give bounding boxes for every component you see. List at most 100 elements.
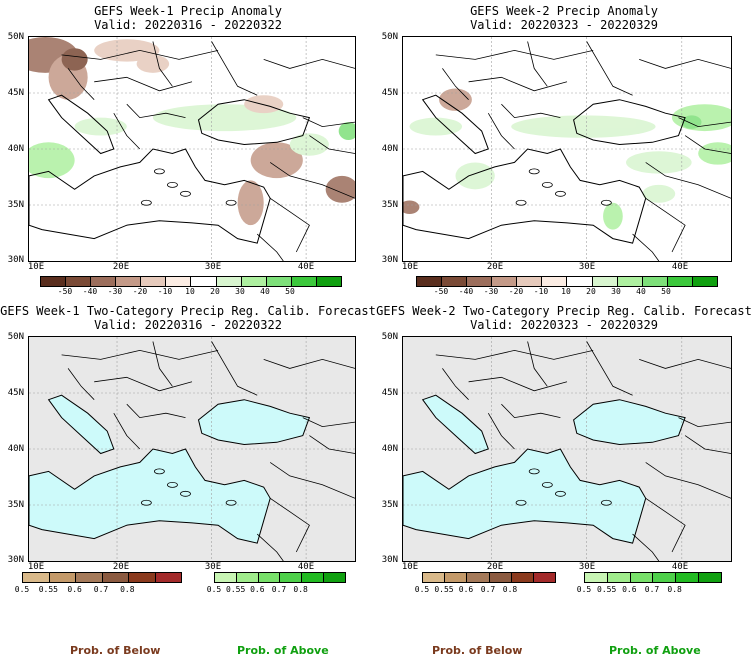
above-colorbar-ticks: 0.5 0.55 0.6 0.7 0.8 [577,585,720,595]
country-borders [435,341,731,561]
country-border [468,376,568,392]
lon-label: 10E [27,262,45,272]
colorbar-swatch [302,573,325,582]
island [541,481,553,488]
colorbar-tick-label: -40 [82,287,98,296]
island [528,468,540,475]
anomaly-colorbar-ticks: -50 -40 -30 -20 -10 10 20 30 40 50 [416,287,716,297]
coast-adri [421,94,489,155]
below-colorbar-ticks: 0.5 0.55 0.6 0.7 0.8 [15,585,180,595]
prob-above-label: Prob. of Above [237,644,329,657]
country-border [309,435,355,454]
lon-label: 20E [486,262,504,272]
colorbar-swatch [316,277,341,286]
colorbar-swatch [442,277,468,286]
island [600,499,612,506]
colorbar-swatch [215,573,237,582]
coast-med [29,448,271,544]
country-border [269,162,355,199]
islands [140,168,237,206]
colorbar-tick-label: -30 [107,287,123,296]
lon-label: 40E [671,562,689,572]
colorbar-tick-label: 0.5 [414,585,430,594]
lon-label: 40E [297,562,315,572]
colorbar-tick-label: -30 [483,287,499,296]
island [140,499,152,506]
country-border [211,41,258,96]
lat-label: 45N [7,88,24,98]
anomaly-blob [439,88,472,111]
coastlines [403,394,686,544]
lon-label: 20E [112,262,130,272]
sea-med [29,149,271,244]
island [225,199,237,206]
lon-label: 30E [578,262,596,272]
anomaly-blob [250,142,303,179]
country-border [639,358,731,369]
colorbar-tick-label: 20 [586,287,596,296]
colorbar-swatch [676,573,700,582]
anomaly-colorbar [40,276,342,287]
country-border [684,135,731,154]
country-border [211,341,258,396]
colorbar-tick-label: 50 [285,287,295,296]
island [225,499,237,506]
coast-black [573,99,686,146]
lon-label: 40E [297,262,315,272]
anomaly-shading [29,37,355,226]
lon-label: 40E [671,262,689,272]
islands [515,468,612,506]
lat-label: 35N [381,200,398,210]
prob-below-label: Prob. of Below [70,644,161,657]
coast-black [197,99,311,146]
colorbar-swatch [291,277,317,286]
colorbar-tick-label: 20 [210,287,220,296]
island [515,499,527,506]
colorbar-swatch [76,573,103,582]
colorbar-tick-label: -50 [57,287,73,296]
island [167,481,178,488]
coast-black [197,399,311,446]
island [555,190,566,197]
colorbar-swatch [102,573,129,582]
country-border [263,358,355,369]
map-area [402,36,732,262]
colorbar-tick-label: 30 [611,287,621,296]
colorbar-tick-label: -20 [132,287,148,296]
colorbar-swatch [141,277,167,286]
colorbar-swatch [280,573,303,582]
below-colorbar-ticks: 0.5 0.55 0.6 0.7 0.8 [415,585,554,595]
country-border [126,403,186,419]
lat-label: 50N [381,32,398,42]
lon-label: 30E [578,562,596,572]
country-border [302,417,355,428]
island [180,490,191,497]
anomaly-blob [698,142,731,165]
colorbar-tick-label: -20 [508,287,524,296]
country-border [632,233,660,261]
colorbar-swatch [617,277,643,286]
colorbar-swatch [642,277,668,286]
lat-label: 45N [381,388,398,398]
colorbar-swatch [542,277,568,286]
anomaly-colorbar-ticks: -50 -40 -30 -20 -10 10 20 30 40 50 [40,287,340,297]
panel-title: GEFS Week-2 Two-Category Precip Reg. Cal… [376,304,752,318]
panel-subtitle: Valid: 20220323 - 20220329 [470,318,658,332]
colorbar-tick-label: 0.7 [271,585,287,594]
country-border [256,233,284,261]
anomaly-colorbar [416,276,718,287]
colorbar-tick-label: 0.5 [576,585,592,594]
lat-label: 50N [381,332,398,342]
anomaly-blob [642,184,676,203]
country-border [684,435,731,454]
colorbar-swatch [41,277,67,286]
lat-label: 50N [7,32,24,42]
colorbar-swatch [653,573,677,582]
colorbar-swatch [467,573,490,582]
colorbar-tick-label: 0.6 [458,585,474,594]
anomaly-blob [61,48,88,71]
anomaly-blob [244,95,284,114]
lat-label: 30N [381,555,398,565]
sea-med [403,449,646,544]
below-colorbar [422,572,556,583]
